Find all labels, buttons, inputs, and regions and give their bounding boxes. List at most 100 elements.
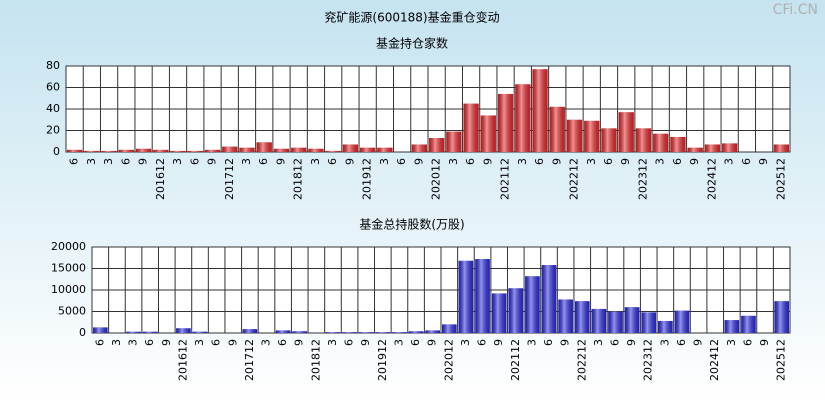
bar-shine: [187, 150, 203, 152]
y-tick-label: 20000: [51, 240, 86, 253]
x-tick-label: 201912: [361, 158, 374, 200]
bar-shine: [392, 332, 407, 333]
x-tick-label: 9: [412, 158, 425, 165]
bar-shine: [558, 299, 573, 333]
bar-shine: [584, 120, 600, 152]
x-tick-label: 6: [343, 339, 356, 346]
chart-title: 兖矿能源(600188)基金重仓变动: [324, 10, 499, 25]
y-tick-label: 80: [46, 59, 60, 72]
x-tick-label: 6: [210, 339, 223, 346]
x-tick-label: 201912: [376, 339, 389, 381]
x-tick-label: 3: [309, 158, 322, 165]
bar-shine: [118, 149, 134, 152]
bar-shine: [239, 147, 255, 152]
bar-shine: [774, 301, 789, 333]
x-tick-label: 202212: [575, 339, 588, 381]
x-tick-label: 9: [625, 339, 638, 346]
bar-shine: [618, 112, 634, 152]
x-tick-label: 3: [102, 158, 115, 165]
x-tick-label: 3: [193, 339, 206, 346]
x-tick-label: 3: [127, 339, 140, 346]
x-tick-label: 9: [688, 158, 701, 165]
bar-shine: [411, 144, 427, 152]
bar-shine: [142, 331, 158, 333]
bar-shine: [591, 308, 607, 333]
bar-shine: [67, 149, 83, 152]
x-tick-label: 9: [359, 339, 372, 346]
x-tick-label: 6: [476, 339, 489, 346]
bar-shine: [325, 150, 341, 152]
bar-shine: [574, 301, 590, 333]
x-tick-label: 6: [93, 339, 106, 346]
x-tick-label: 6: [326, 158, 339, 165]
bar-shine: [291, 147, 307, 152]
bar-shine: [429, 138, 445, 152]
watermark: CFi.CN: [773, 2, 818, 18]
bar-shine: [658, 320, 673, 333]
bar-shine: [153, 149, 169, 152]
bar-shine: [635, 128, 652, 152]
x-tick-label: 3: [326, 339, 339, 346]
x-tick-label: 202312: [636, 158, 649, 200]
x-tick-label: 202012: [430, 158, 443, 200]
x-tick-label: 3: [525, 339, 538, 346]
bar-shine: [724, 320, 740, 333]
bar-shine: [674, 310, 690, 333]
bar-shine: [463, 103, 479, 152]
x-tick-label: 202412: [708, 339, 721, 381]
bar-shine: [192, 331, 208, 333]
bar-shine: [375, 332, 391, 333]
bar-shine: [566, 119, 583, 152]
x-tick-label: 6: [119, 158, 132, 165]
bar-shine: [308, 148, 324, 152]
x-tick-label: 9: [226, 339, 239, 346]
bar-shine: [325, 332, 341, 333]
x-tick-label: 3: [447, 158, 460, 165]
chart-subtitle: 基金总持股数(万股): [359, 217, 464, 232]
bar-shine: [222, 146, 238, 152]
bar-shine: [608, 311, 623, 333]
x-tick-label: 202312: [642, 339, 655, 381]
bar-shine: [458, 260, 474, 333]
y-tick-label: 0: [79, 326, 86, 339]
x-tick-label: 9: [550, 158, 563, 165]
bar-shine: [442, 324, 457, 333]
x-tick-label: 9: [293, 339, 306, 346]
bar-shine: [704, 144, 721, 152]
bar-shine: [687, 147, 703, 152]
bar-shine: [93, 327, 108, 333]
x-tick-label: 202112: [499, 158, 512, 200]
x-tick-label: 3: [378, 158, 391, 165]
x-tick-label: 9: [492, 339, 505, 346]
bar-shine: [601, 128, 617, 152]
x-tick-label: 6: [542, 339, 555, 346]
bar-shine: [491, 293, 507, 333]
bar-shine: [497, 93, 514, 152]
bar-shine: [722, 143, 738, 152]
x-tick-label: 3: [260, 339, 273, 346]
bar-shine: [360, 147, 376, 152]
y-tick-label: 5000: [58, 305, 86, 318]
y-tick-label: 60: [46, 81, 60, 94]
bar-shine: [377, 147, 393, 152]
y-tick-label: 15000: [51, 262, 86, 275]
x-tick-label: 9: [206, 158, 219, 165]
x-tick-label: 202512: [775, 339, 788, 381]
x-tick-label: 202412: [705, 158, 718, 200]
bar-shine: [541, 265, 557, 333]
bar-shine: [670, 136, 686, 152]
x-tick-label: 202012: [442, 339, 455, 381]
x-tick-label: 3: [592, 339, 605, 346]
bar-shine: [425, 330, 440, 333]
bar-shine: [525, 276, 540, 333]
x-tick-label: 6: [602, 158, 615, 165]
y-tick-label: 10000: [51, 283, 86, 296]
bar-shine: [653, 133, 669, 152]
bar-shine: [641, 312, 657, 333]
bar-shine: [275, 330, 291, 333]
x-tick-label: 9: [343, 158, 356, 165]
x-tick-label: 6: [68, 158, 81, 165]
bar-shine: [342, 332, 357, 333]
x-tick-label: 6: [671, 158, 684, 165]
